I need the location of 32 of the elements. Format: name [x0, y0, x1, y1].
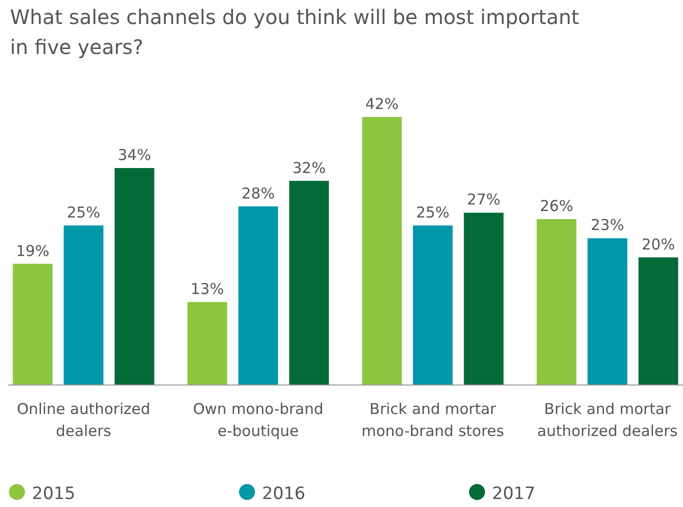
- legend-label: 2017: [492, 484, 536, 504]
- x-tick-label: Online authorized dealers: [16, 400, 150, 440]
- bar: [289, 180, 329, 385]
- data-label: 20%: [642, 235, 675, 254]
- data-label: 28%: [242, 184, 275, 202]
- legend-label: 2016: [262, 484, 306, 504]
- x-tick-label: Brick and mortar mono-brand stores: [362, 400, 504, 440]
- data-label: 42%: [365, 95, 399, 113]
- data-label: 25%: [416, 203, 450, 222]
- bar: [187, 302, 228, 385]
- x-tick-label: Own mono-brand e-boutique: [192, 400, 324, 440]
- x-tick-label: Brick and mortar authorized dealers: [537, 400, 678, 440]
- data-label: 32%: [292, 158, 326, 177]
- bar: [64, 225, 104, 385]
- bar: [536, 219, 576, 385]
- bar: [588, 238, 628, 385]
- data-label: 13%: [190, 280, 224, 298]
- data-label: 34%: [118, 146, 152, 164]
- data-label: 27%: [467, 190, 500, 209]
- data-label: 26%: [540, 197, 574, 216]
- legend-label: 2015: [32, 484, 76, 504]
- bar: [412, 225, 453, 385]
- bar: [638, 257, 678, 385]
- data-label: 23%: [590, 216, 624, 234]
- bar: [238, 206, 278, 385]
- bar: [362, 117, 402, 385]
- bar: [464, 212, 504, 385]
- bar: [12, 264, 53, 385]
- bar: [114, 168, 154, 385]
- chart-title: What sales channels do you think will be most important in five years?: [10, 5, 580, 59]
- data-label: 19%: [16, 242, 50, 260]
- data-label: 25%: [66, 203, 100, 222]
